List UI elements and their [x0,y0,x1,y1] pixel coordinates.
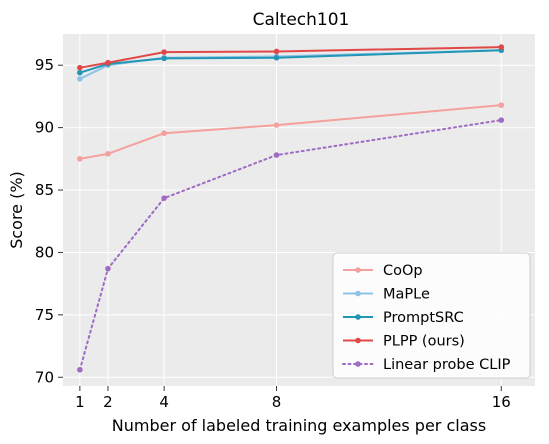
data-point-linear-probe-clip [161,195,167,201]
y-tick-label: 85 [35,181,54,199]
x-tick-label: 1 [75,393,85,411]
x-tick-label: 8 [272,393,282,411]
legend-label: CoOp [383,263,423,279]
data-point-promptsrc [161,55,167,62]
y-tick-label: 80 [35,243,54,261]
data-point-coop [105,151,111,157]
series-group [77,44,505,373]
data-point-linear-probe-clip [273,152,280,158]
data-point-plpp-ours [105,59,111,66]
y-axis-ticks: 70 75 80 85 90 95 [35,56,63,386]
data-point-coop [498,102,505,108]
x-axis-ticks: 1 2 4 8 16 [75,386,511,411]
data-point-coop [77,156,83,162]
legend-label: Linear probe CLIP [383,357,511,373]
data-point-plpp-ours [77,64,83,71]
y-tick-label: 70 [35,368,54,386]
legend-label: PromptSRC [383,310,464,326]
legend: CoOp MaPLe PromptSRC PLPP (ours) Linear prob… [332,252,531,379]
data-point-maple [77,76,83,82]
y-tick-label: 90 [35,119,54,137]
legend-marker [355,267,361,273]
chart-title: Caltech101 [253,10,350,30]
data-point-plpp-ours [498,44,505,50]
y-tick-label: 75 [35,306,54,324]
data-point-promptsrc [273,54,280,61]
x-tick-label: 4 [159,393,169,411]
legend-label: PLPP (ours) [383,334,465,350]
data-point-coop [161,130,167,137]
legend-marker [355,337,361,344]
x-axis-label: Number of labeled training examples per … [112,416,486,435]
data-point-coop [273,122,280,128]
legend-label: MaPLe [383,287,430,303]
legend-marker [355,314,361,320]
data-point-plpp-ours [161,49,167,55]
legend-marker [355,290,361,297]
data-point-plpp-ours [273,48,280,55]
y-axis-label: Score (%) [7,171,26,249]
legend-box [332,252,531,379]
data-point-linear-probe-clip [77,366,83,373]
data-point-linear-probe-clip [498,117,505,123]
y-tick-label: 95 [35,56,54,74]
data-point-promptsrc [77,69,83,76]
x-tick-label: 2 [103,393,113,411]
x-tick-label: 16 [492,393,511,411]
data-point-linear-probe-clip [105,265,111,272]
legend-marker [355,361,361,367]
